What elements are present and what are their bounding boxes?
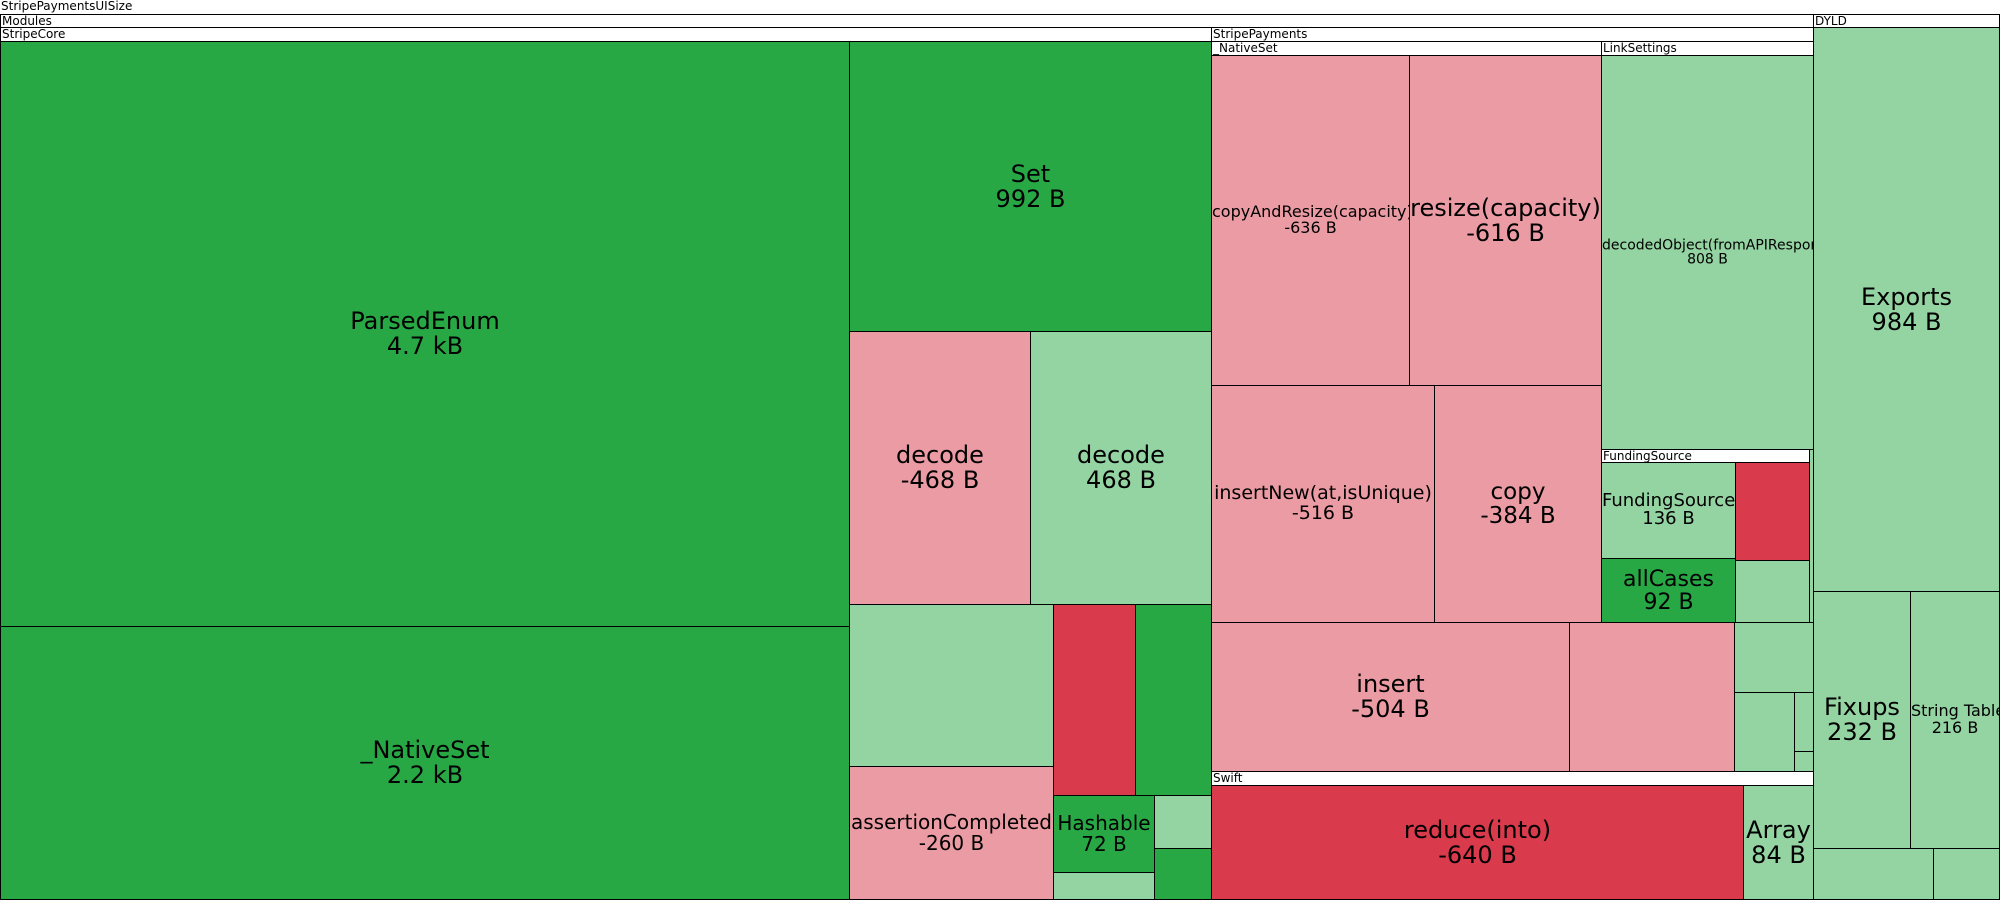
group-header-linksettings: LinkSettings: [1601, 41, 1814, 56]
tile-name: _NativeSet: [360, 735, 490, 764]
tile-assertion-completed[interactable]: assertionCompleted -260 B: [849, 766, 1054, 900]
group-header-fundingsource: FundingSource: [1601, 449, 1810, 463]
tile-name: FundingSource: [1602, 489, 1736, 511]
tile-fundingsource[interactable]: FundingSource 136 B: [1601, 462, 1736, 559]
tile-exports[interactable]: Exports 984 B: [1813, 27, 2000, 592]
tile-name: reduce(into): [1403, 815, 1552, 844]
tile-insertnew[interactable]: insertNew(at,isUnique) -516 B: [1211, 385, 1435, 623]
tile-size: 468 B: [1086, 466, 1156, 494]
tile-unlabeled[interactable]: [1053, 604, 1136, 796]
tile-name: resize(capacity): [1410, 193, 1601, 222]
tile-decode-neg[interactable]: decode -468 B: [849, 331, 1031, 605]
tile-resize[interactable]: resize(capacity) -616 B: [1409, 55, 1602, 386]
tile-name: insertNew(at,isUnique): [1214, 482, 1432, 505]
tile-decodedobject[interactable]: decodedObject(fromAPIResponse) 808 B: [1601, 55, 1841, 450]
tile-name: insert: [1356, 669, 1425, 698]
tile-size: -636 B: [1284, 218, 1337, 238]
tile-reduce[interactable]: reduce(into) -640 B: [1211, 785, 1744, 900]
tile-unlabeled[interactable]: [1794, 692, 1814, 752]
tile-nativeset[interactable]: _NativeSet 2.2 kB: [0, 626, 850, 900]
tile-unlabeled[interactable]: [1154, 795, 1212, 849]
tile-stringtable[interactable]: String Table 216 B: [1910, 591, 2000, 849]
group-header-dyld: DYLD: [1813, 14, 2000, 28]
group-header-nativeset: _NativeSet: [1211, 41, 1602, 56]
tile-size: -468 B: [900, 466, 980, 494]
tile-name: ParsedEnum: [350, 306, 500, 335]
tile-name: decode: [1077, 440, 1165, 469]
tile-size: 72 B: [1081, 832, 1127, 856]
tile-name: copy: [1490, 478, 1546, 505]
tile-size: 4.7 kB: [386, 332, 464, 360]
tile-size: -640 B: [1438, 840, 1517, 869]
tile-size: 92 B: [1643, 589, 1694, 615]
tile-name: decodedObject(fromAPIResponse): [1602, 236, 1841, 253]
tile-unlabeled[interactable]: [1735, 462, 1810, 561]
tile-size: 2.2 kB: [386, 761, 464, 789]
tile-unlabeled[interactable]: [1794, 751, 1814, 772]
tile-size: -260 B: [918, 831, 985, 855]
tile-size: 84 B: [1751, 840, 1806, 869]
tile-name: Set: [1010, 159, 1051, 188]
tile-name: copyAndResize(capacity): [1212, 201, 1413, 221]
group-header-stripecore: StripeCore: [0, 27, 1212, 42]
tile-array[interactable]: Array 84 B: [1743, 785, 1814, 900]
tile-size: 136 B: [1642, 508, 1695, 530]
group-header-root: StripePaymentsUISize: [0, 0, 2000, 14]
tile-copyandresize[interactable]: copyAndResize(capacity) -636 B: [1211, 55, 1413, 386]
tile-size: 232 B: [1827, 718, 1897, 746]
tile-copy[interactable]: copy -384 B: [1434, 385, 1602, 623]
tile-size: -516 B: [1291, 502, 1355, 524]
tile-name: assertionCompleted: [850, 810, 1052, 834]
tile-name: allCases: [1622, 566, 1714, 592]
tile-name: Exports: [1860, 282, 1953, 311]
tile-name: Array: [1746, 815, 1811, 844]
group-header-modules: Modules: [0, 14, 1814, 28]
tile-unlabeled[interactable]: [1734, 692, 1795, 772]
tile-size: -504 B: [1351, 695, 1430, 723]
tile-name: String Table: [1911, 701, 2000, 721]
tile-name: Fixups: [1824, 692, 1900, 721]
tile-size: 216 B: [1931, 718, 1979, 737]
tile-set[interactable]: Set 992 B: [849, 41, 1212, 332]
tile-allcases[interactable]: allCases 92 B: [1601, 558, 1736, 623]
tile-hashable[interactable]: Hashable 72 B: [1053, 795, 1155, 873]
group-header-swift: Swift: [1211, 771, 1814, 786]
tile-size: -616 B: [1466, 218, 1545, 247]
tile-size: 984 B: [1871, 307, 1942, 336]
tile-unlabeled[interactable]: [1569, 622, 1735, 772]
tile-unlabeled[interactable]: [849, 604, 1054, 767]
tile-name: decode: [896, 440, 984, 469]
tile-name: Hashable: [1057, 811, 1151, 835]
tile-decode-pos[interactable]: decode 468 B: [1030, 331, 1212, 605]
tile-parsedenum[interactable]: ParsedEnum 4.7 kB: [0, 41, 850, 627]
group-header-stripepayments: StripePayments: [1211, 27, 1814, 42]
tile-size: 808 B: [1687, 251, 1728, 268]
tile-size: 992 B: [995, 184, 1066, 213]
tile-unlabeled[interactable]: [1734, 622, 1814, 693]
tile-fixups[interactable]: Fixups 232 B: [1813, 591, 1911, 849]
tile-unlabeled[interactable]: [1053, 872, 1155, 900]
tile-unlabeled[interactable]: [1933, 848, 2000, 900]
tile-unlabeled[interactable]: [1813, 848, 1934, 900]
tile-size: -384 B: [1480, 503, 1556, 529]
tile-unlabeled[interactable]: [1154, 848, 1212, 900]
tile-unlabeled[interactable]: [1735, 560, 1810, 623]
tile-insert[interactable]: insert -504 B: [1211, 622, 1570, 772]
tile-unlabeled[interactable]: [1135, 604, 1212, 796]
